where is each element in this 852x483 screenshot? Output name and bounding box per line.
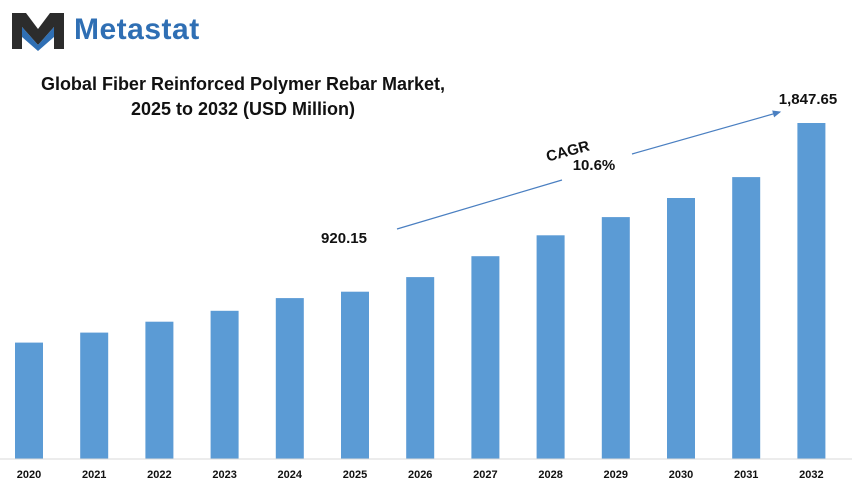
bar-2032	[797, 123, 826, 459]
x-tick-label-2026: 2026	[408, 469, 432, 481]
bar-2027	[471, 256, 500, 459]
x-tick-label-2028: 2028	[538, 469, 562, 481]
x-tick-label-2022: 2022	[147, 469, 171, 481]
bar-2031	[732, 177, 761, 459]
end-value-label: 1,847.65	[779, 91, 837, 108]
bar-2030	[667, 198, 695, 459]
chart-title: Global Fiber Reinforced Polymer Rebar Ma…	[18, 72, 468, 122]
cagr-arrow	[396, 112, 780, 230]
bar-2020	[15, 342, 43, 459]
cagr-value: 10.6%	[573, 157, 616, 174]
metastat-m-icon	[12, 13, 64, 51]
bar-2025	[341, 291, 369, 459]
brand-name: Metastat	[74, 13, 200, 46]
bar-2026	[406, 277, 435, 459]
x-tick-label-2020: 2020	[17, 469, 41, 481]
chart-title-line-1: Global Fiber Reinforced Polymer Rebar Ma…	[40, 74, 446, 94]
bar-2028	[536, 235, 565, 459]
bar-2024	[275, 298, 304, 459]
x-tick-label-2030: 2030	[669, 469, 693, 481]
bar-2021	[80, 332, 109, 459]
bar-2023	[210, 310, 239, 459]
x-tick-label-2023: 2023	[212, 469, 236, 481]
x-tick-label-2027: 2027	[473, 469, 497, 481]
x-tick-label-2021: 2021	[82, 469, 106, 481]
chart-title-line-2: 2025 to 2032 (USD Million)	[130, 99, 356, 119]
x-tick-label-2024: 2024	[278, 469, 303, 481]
x-tick-label-2025: 2025	[343, 469, 367, 481]
x-tick-label-2031: 2031	[734, 469, 758, 481]
x-tick-label-2029: 2029	[604, 469, 628, 481]
metastat-logo: Metastat	[10, 8, 200, 52]
x-tick-label-2032: 2032	[799, 469, 823, 481]
start-value-label: 920.15	[321, 230, 367, 247]
bar-2029	[601, 217, 630, 459]
bar-2022	[145, 321, 174, 459]
